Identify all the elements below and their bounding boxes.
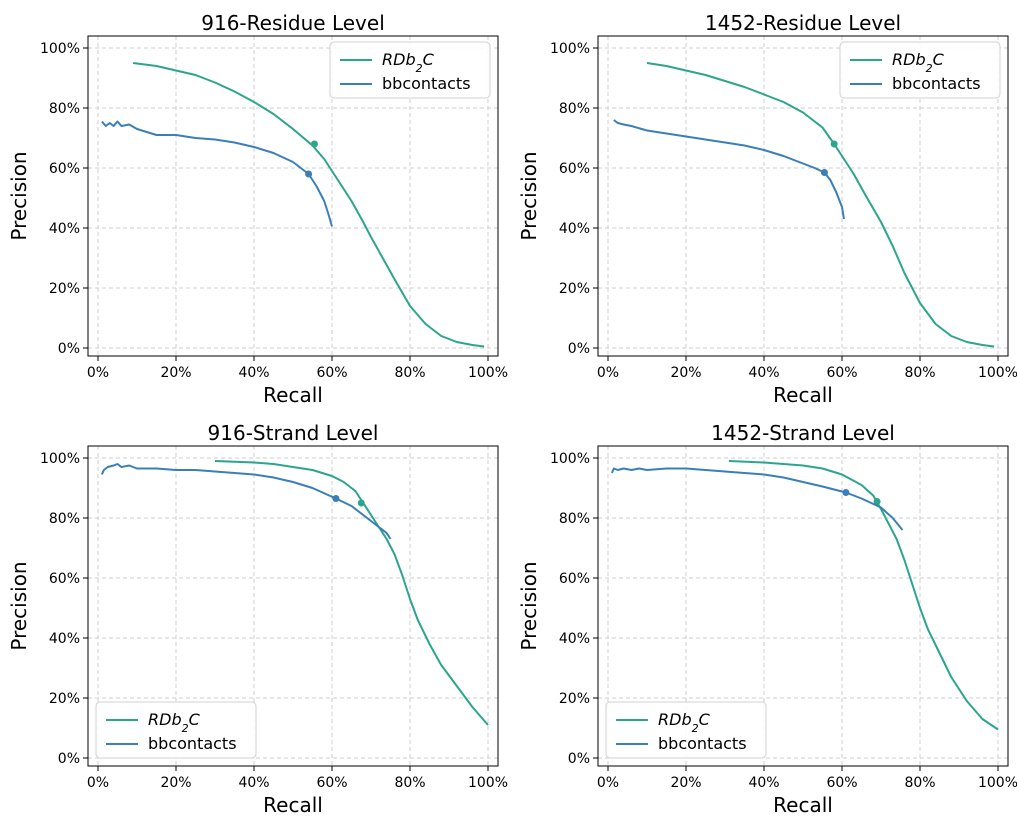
y-tick-label: 40%: [49, 631, 80, 647]
legend-label: RDb2C: [382, 50, 435, 75]
y-tick-label: 20%: [49, 691, 80, 707]
y-tick-label: 100%: [40, 41, 80, 57]
y-tick-label: 100%: [550, 41, 590, 57]
chart-title: 1452-Strand Level: [711, 421, 895, 445]
x-tick-label: 40%: [748, 365, 779, 381]
legend-label: bbcontacts: [382, 74, 471, 93]
y-tick-label: 60%: [49, 571, 80, 587]
y-axis-label: Precision: [517, 561, 541, 650]
series-line-rdb2c: [132, 62, 485, 348]
y-tick-label: 60%: [559, 571, 590, 587]
x-tick-label: 80%: [394, 775, 425, 791]
series-line-bbcontacts: [610, 467, 904, 531]
x-tick-label: 40%: [238, 365, 269, 381]
y-tick-label: 80%: [49, 511, 80, 527]
y-tick-label: 0%: [58, 751, 80, 767]
x-tick-label: 100%: [468, 775, 508, 791]
chart-title: 916-Strand Level: [208, 421, 379, 445]
x-tick-label: 60%: [826, 365, 857, 381]
chart-title: 1452-Residue Level: [705, 11, 901, 35]
chart-panel-1: 0% 20% 40% 60% 80% 100% 0% 20% 40% 60% 80% 100% 916-…: [7, 11, 508, 407]
y-tick-label: 80%: [559, 511, 590, 527]
x-tick-label: 80%: [394, 365, 425, 381]
legend-label: bbcontacts: [658, 734, 747, 753]
x-tick-label: 80%: [904, 775, 935, 791]
y-tick-label: 20%: [559, 691, 590, 707]
x-tick-label: 60%: [826, 775, 857, 791]
x-axis-label: Recall: [773, 793, 833, 814]
series-line-bbcontacts: [100, 463, 392, 540]
series-marker-bbcontacts: [820, 169, 828, 176]
y-axis-label: Precision: [7, 151, 31, 240]
x-tick-label: 0%: [87, 365, 109, 381]
series-line-rdb2c: [728, 460, 999, 731]
chart-panel-3: 0% 20% 40% 60% 80% 100% 0% 20% 40% 60% 80% 100% 916-…: [7, 421, 508, 817]
plot-frame: [597, 445, 1009, 767]
y-tick-label: 40%: [559, 221, 590, 237]
legend-label: bbcontacts: [148, 734, 237, 753]
chart-title: 916-Residue Level: [201, 11, 385, 35]
x-axis-label: Recall: [263, 383, 323, 407]
y-tick-label: 40%: [49, 221, 80, 237]
x-tick-label: 20%: [160, 365, 191, 381]
x-tick-label: 0%: [597, 365, 619, 381]
x-tick-label: 60%: [316, 365, 347, 381]
y-tick-label: 100%: [40, 451, 80, 467]
legend-label: RDb2C: [148, 710, 201, 735]
y-tick-label: 0%: [568, 751, 590, 767]
legend-label: RDb2C: [658, 710, 711, 735]
x-tick-label: 40%: [748, 775, 779, 791]
x-axis-label: Recall: [773, 383, 833, 407]
chart-panel-2: 0% 20% 40% 60% 80% 100% 0% 20% 40% 60% 80% 100% 1452…: [517, 11, 1017, 407]
y-tick-label: 0%: [568, 341, 590, 357]
x-tick-label: 20%: [670, 775, 701, 791]
legend-label: RDb2C: [892, 50, 945, 75]
plot-frame: [87, 35, 499, 357]
legend-label: bbcontacts: [892, 74, 981, 93]
y-tick-label: 80%: [49, 101, 80, 117]
series-marker-rdb2c: [310, 140, 318, 148]
y-tick-label: 60%: [559, 161, 590, 177]
y-tick-label: 0%: [58, 341, 80, 357]
series-line-rdb2c: [646, 62, 995, 348]
x-tick-label: 0%: [597, 775, 619, 791]
x-tick-label: 40%: [238, 775, 269, 791]
series-marker-bbcontacts: [842, 489, 850, 496]
series-line-bbcontacts: [613, 119, 845, 220]
y-tick-label: 20%: [559, 281, 590, 297]
x-tick-label: 0%: [87, 775, 109, 791]
x-tick-label: 60%: [316, 775, 347, 791]
chart-panel-4: 0% 20% 40% 60% 80% 100% 0% 20% 40% 60% 80% 100% 1452…: [517, 421, 1017, 817]
x-axis-label: Recall: [263, 793, 323, 814]
series-marker-bbcontacts: [305, 170, 313, 178]
series-line-bbcontacts: [101, 120, 333, 227]
y-axis-label: Precision: [7, 561, 31, 650]
series-marker-rdb2c: [830, 140, 838, 148]
x-tick-label: 20%: [160, 775, 191, 791]
x-tick-label: 20%: [670, 365, 701, 381]
y-tick-label: 60%: [49, 161, 80, 177]
x-tick-label: 80%: [904, 365, 935, 381]
x-tick-label: 100%: [978, 365, 1017, 381]
y-tick-label: 20%: [49, 281, 80, 297]
y-tick-label: 80%: [559, 101, 590, 117]
y-tick-label: 100%: [550, 451, 590, 467]
y-tick-label: 40%: [559, 631, 590, 647]
plot-frame: [597, 35, 1009, 357]
y-axis-label: Precision: [517, 151, 541, 240]
plot-frame: [87, 445, 499, 767]
series-marker-rdb2c: [357, 499, 365, 507]
series-line-rdb2c: [214, 460, 489, 726]
x-tick-label: 100%: [468, 365, 508, 381]
series-marker-bbcontacts: [332, 495, 340, 502]
series-marker-rdb2c: [873, 498, 881, 505]
x-tick-label: 100%: [978, 775, 1017, 791]
